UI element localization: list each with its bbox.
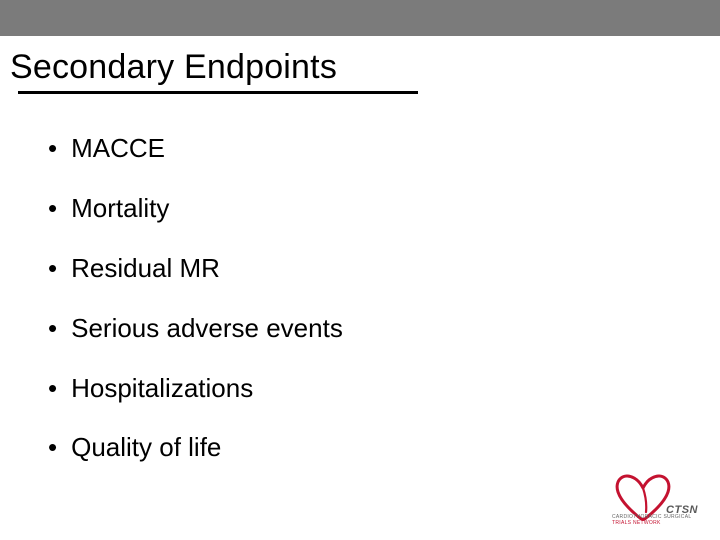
list-item: • Serious adverse events [48, 314, 720, 344]
bullet-icon: • [48, 194, 57, 223]
bullet-text: Mortality [71, 194, 169, 224]
bullet-icon: • [48, 374, 57, 403]
bullet-list: • MACCE • Mortality • Residual MR • Seri… [48, 134, 720, 463]
content-region: • MACCE • Mortality • Residual MR • Seri… [0, 100, 720, 463]
list-item: • Mortality [48, 194, 720, 224]
bullet-text: Serious adverse events [71, 314, 343, 344]
bullet-text: Quality of life [71, 433, 221, 463]
bullet-icon: • [48, 254, 57, 283]
bullet-icon: • [48, 433, 57, 462]
bullet-icon: • [48, 314, 57, 343]
title-underline [18, 91, 418, 94]
list-item: • Residual MR [48, 254, 720, 284]
logo-sub-right: TRIALS NETWORK [612, 520, 661, 526]
slide-title: Secondary Endpoints [10, 48, 720, 87]
title-region: Secondary Endpoints [0, 36, 720, 100]
bullet-text: MACCE [71, 134, 165, 164]
ctsn-logo: CTSN CARDIOTHORACIC SURGICAL TRIALS NETW… [612, 466, 702, 530]
list-item: • Quality of life [48, 433, 720, 463]
top-bar [0, 0, 720, 36]
bullet-icon: • [48, 134, 57, 163]
list-item: • Hospitalizations [48, 374, 720, 404]
bullet-text: Residual MR [71, 254, 220, 284]
list-item: • MACCE [48, 134, 720, 164]
logo-text-sub: CARDIOTHORACIC SURGICAL TRIALS NETWORK [612, 514, 698, 526]
bullet-text: Hospitalizations [71, 374, 253, 404]
